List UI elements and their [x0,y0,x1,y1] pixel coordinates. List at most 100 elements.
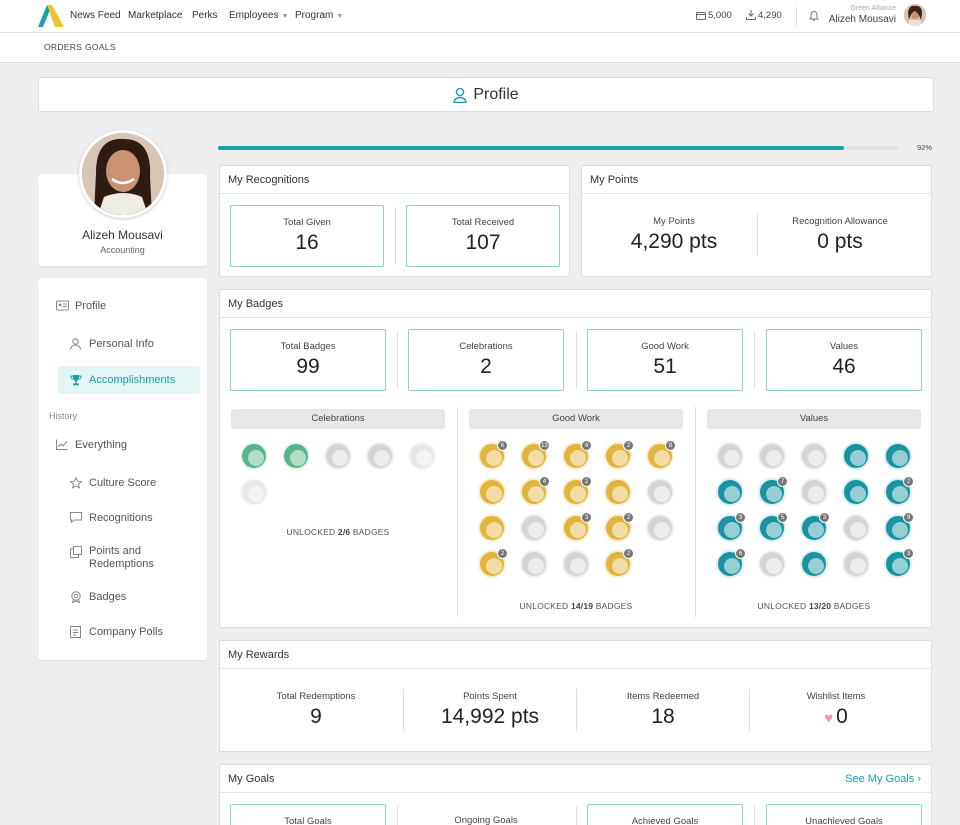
good-work-badge-icon[interactable]: 2 [604,548,634,578]
line-chart-icon [56,439,68,450]
badge-count: 3 [735,512,746,523]
celebration-badge-icon[interactable] [366,442,394,470]
celebration-badge-icon[interactable] [240,478,268,506]
values-badge-icon[interactable]: 7 [758,476,788,506]
celebration-badge-icon[interactable] [408,442,436,470]
values-badge-icon[interactable] [842,478,870,506]
divider [695,407,696,617]
see-my-goals-link[interactable]: See My Goals › [845,773,921,785]
good-work-badge-icon[interactable] [562,550,590,578]
good-work-badge-icon[interactable] [478,478,506,506]
good-work-badge-icon[interactable] [646,514,674,542]
sidebar-item-personal-info[interactable]: Personal Info [70,338,154,350]
good-work-badge-icon[interactable] [646,478,674,506]
total-goals-box[interactable]: Total Goals [230,804,386,825]
sidebar-item-company-polls[interactable]: Company Polls [70,626,163,638]
values-badge-icon[interactable] [842,442,870,470]
good-work-badge-icon[interactable]: 2 [562,476,592,506]
subnav-goals[interactable]: GOALS [85,42,116,52]
stat-label: Total Given [283,217,331,228]
achieved-goals-box[interactable]: Achieved Goals [587,804,743,825]
profile-avatar[interactable] [79,130,167,218]
good-work-badge-icon[interactable]: 4 [562,440,592,470]
sidebar-item-profile[interactable]: Profile [56,300,106,312]
values-box[interactable]: Values 46 [766,329,922,391]
values-badge-icon[interactable]: 3 [800,512,830,542]
goals-panel: My Goals See My Goals › Total Goals Ongo… [219,764,932,825]
divider [796,7,797,26]
user-icon [70,338,81,350]
total-given-box[interactable]: Total Given 16 [230,205,384,267]
values-badge-icon[interactable] [800,442,828,470]
points-stat[interactable]: 4,290 [746,10,782,21]
bell-icon[interactable] [809,10,819,21]
badge-emblem [654,486,670,502]
values-badge-icon[interactable] [758,442,786,470]
sidebar-item-everything[interactable]: Everything [56,439,127,451]
user-org: Green Alliance [850,5,896,12]
celebration-badge-icon[interactable] [282,442,310,470]
wishlist-stat[interactable]: Wishlist Items ♥ 0 [750,691,922,729]
avatar[interactable] [904,4,926,26]
good-work-box[interactable]: Good Work 51 [587,329,743,391]
good-work-badge-icon[interactable]: 6 [478,440,508,470]
nav-program[interactable]: Program ▼ [295,10,343,21]
badge-emblem [654,522,670,538]
values-badge-icon[interactable] [800,550,828,578]
values-badge-icon[interactable]: 2 [884,476,914,506]
values-badge-icon[interactable] [884,442,912,470]
link-label: See My Goals [845,773,915,785]
values-badge-icon[interactable]: 9 [884,512,914,542]
values-badge-icon[interactable]: 3 [884,548,914,578]
values-badge-icon[interactable]: 3 [716,512,746,542]
values-badge-icon[interactable] [842,550,870,578]
nav-perks[interactable]: Perks [192,10,218,21]
celebration-badge-icon[interactable] [240,442,268,470]
stat-label: Total Goals [284,816,332,825]
good-work-badge-icon[interactable]: 8 [646,440,676,470]
values-badge-icon[interactable]: 6 [716,548,746,578]
unlocked-prefix: UNLOCKED [519,601,571,611]
subnav-orders[interactable]: ORDERS [44,42,83,52]
stat-value: 4,290 pts [630,230,718,253]
sidebar-item-culture-score[interactable]: Culture Score [70,477,156,489]
unachieved-goals-box[interactable]: Unachieved Goals [766,804,922,825]
nav-employees[interactable]: Employees ▼ [229,10,288,21]
app-logo[interactable] [38,5,64,27]
stat-label: Items Redeemed [626,691,700,702]
badge-emblem [374,450,390,466]
good-work-badge-icon[interactable] [604,478,632,506]
good-work-badge-icon[interactable]: 2 [604,440,634,470]
user-name[interactable]: Alizeh Mousavi [828,14,896,25]
good-work-unlocked: UNLOCKED 14/19 BADGES [469,601,683,611]
values-badge-icon[interactable]: 5 [758,512,788,542]
sidebar-section-history: History [49,411,78,421]
good-work-badge-icon[interactable]: 2 [604,512,634,542]
sidebar-item-accomplishments[interactable]: Accomplishments [70,374,175,386]
divider [397,331,398,389]
values-badge-icon[interactable] [716,442,744,470]
values-badge-icon[interactable] [758,550,786,578]
good-work-badge-icon[interactable]: 2 [478,548,508,578]
coins-stat[interactable]: 5,000 [696,10,732,21]
total-badges-box[interactable]: Total Badges 99 [230,329,386,391]
sidebar-item-badges[interactable]: Badges [71,591,126,603]
total-received-box[interactable]: Total Received 107 [406,205,560,267]
values-badge-icon[interactable] [842,514,870,542]
page-title: Profile [473,85,519,103]
nav-marketplace[interactable]: Marketplace [128,10,183,21]
values-badge-icon[interactable] [716,478,744,506]
celebration-badge-icon[interactable] [324,442,352,470]
sidebar-item-points-redemptions[interactable]: Points and Redemptions [70,545,154,571]
good-work-badge-icon[interactable]: 4 [520,476,550,506]
sidebar-item-recognitions[interactable]: Recognitions [70,512,153,524]
nav-news-feed[interactable]: News Feed [70,10,121,21]
values-badge-icon[interactable] [800,478,828,506]
chevron-down-icon: ▼ [281,13,289,20]
good-work-badge-icon[interactable]: 13 [520,440,550,470]
good-work-badge-icon[interactable] [478,514,506,542]
good-work-badge-icon[interactable]: 3 [562,512,592,542]
celebrations-box[interactable]: Celebrations 2 [408,329,564,391]
good-work-badge-icon[interactable] [520,514,548,542]
good-work-badge-icon[interactable] [520,550,548,578]
